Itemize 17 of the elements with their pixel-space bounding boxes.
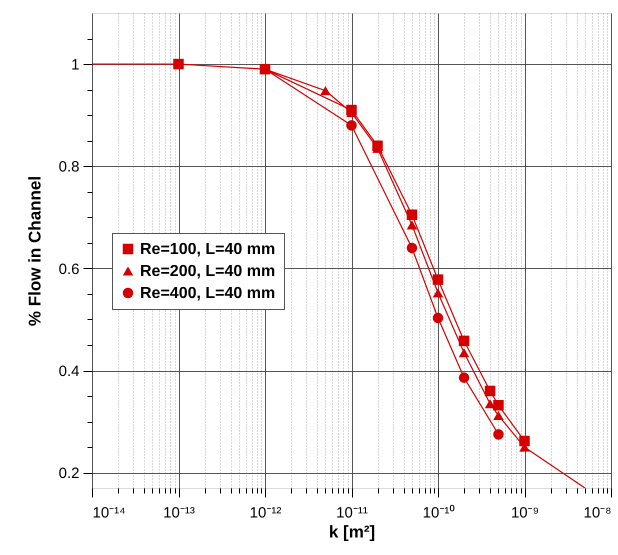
x-tick-label: 10⁻¹¹ [336, 504, 368, 522]
y-tick-label: 0.8 [58, 158, 80, 176]
x-tick-label: 10⁻¹² [250, 504, 282, 522]
y-axis-title: % Flow in Channel [26, 176, 45, 326]
y-tick-label: 0.6 [58, 260, 80, 278]
x-tick-label: 10⁻¹⁰ [422, 504, 454, 522]
x-tick-label: 10⁻⁹ [510, 504, 540, 522]
x-tick-label: 10⁻¹⁴ [92, 504, 126, 522]
y-tick-label: 1 [71, 56, 80, 74]
x-tick-label: 10⁻¹³ [163, 504, 195, 522]
x-tick-label: 10⁻⁸ [583, 504, 612, 522]
legend-label: Re=200, L=40 mm [140, 263, 276, 280]
legend-label: Re=400, L=40 mm [140, 285, 276, 302]
y-tick-label: 0.2 [58, 465, 80, 482]
x-axis-title: k [m²] [328, 522, 376, 542]
legend-label: Re=100, L=40 mm [140, 241, 276, 258]
y-tick-label: 0.4 [58, 363, 80, 380]
